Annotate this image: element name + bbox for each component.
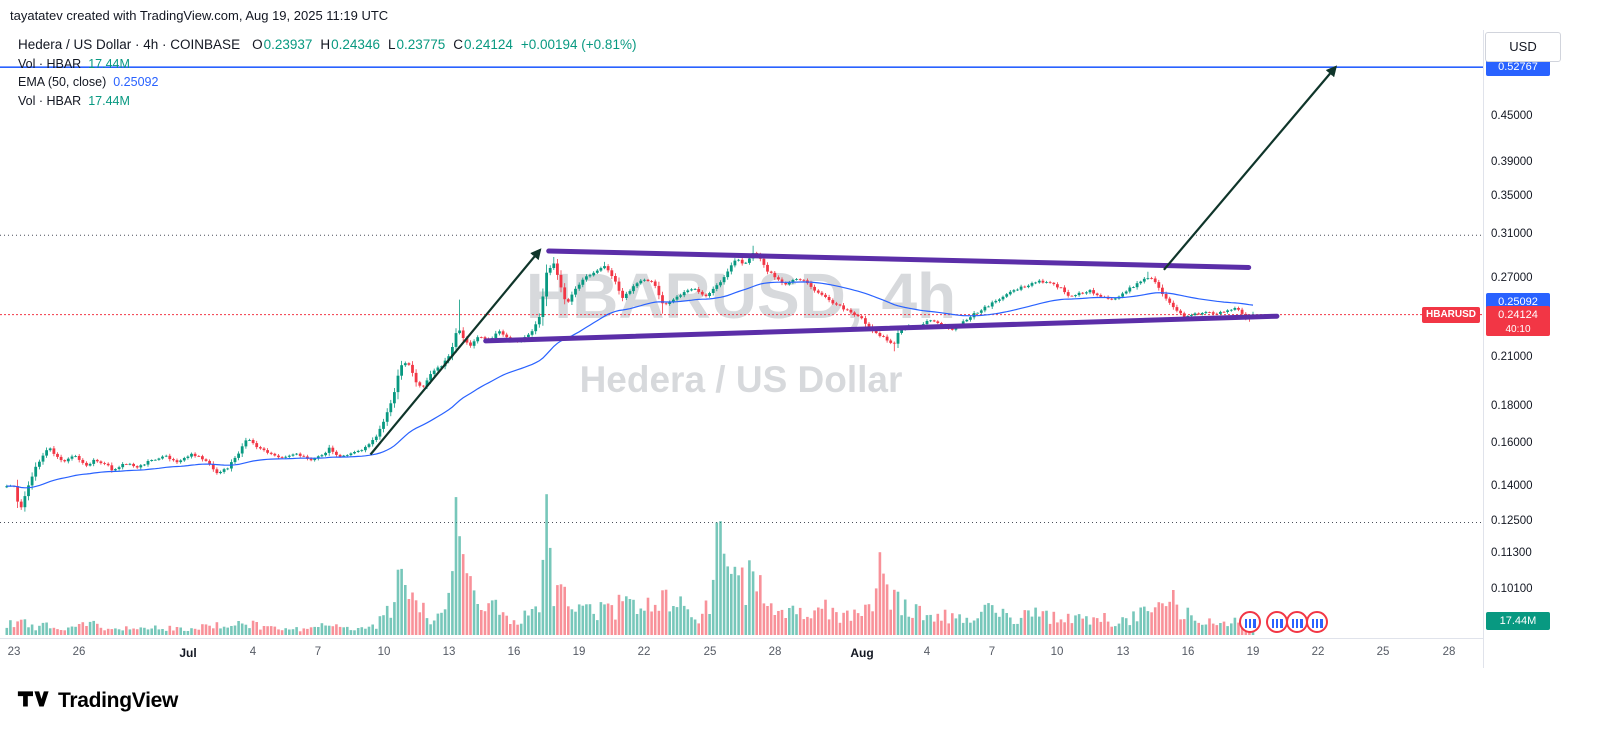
candlestick-chart-canvas[interactable]: HBARUSD, 4h Hedera / US Dollar bbox=[0, 30, 1483, 638]
time-tick-label: 10 bbox=[1050, 646, 1064, 658]
time-tick-label: 26 bbox=[72, 646, 86, 658]
time-tick-label: 10 bbox=[377, 646, 391, 658]
time-tick-label: 19 bbox=[1246, 646, 1260, 658]
price-tick-label: 0.11300 bbox=[1491, 547, 1532, 559]
symbol-price-chip: HBARUSD bbox=[1422, 307, 1480, 323]
symbol-title[interactable]: Hedera / US Dollar · 4h · COINBASE bbox=[18, 37, 241, 52]
price-tick-label: 0.16000 bbox=[1491, 437, 1533, 449]
sticker-icon[interactable] bbox=[1266, 611, 1288, 633]
time-tick-label: 7 bbox=[314, 646, 322, 658]
time-tick-label: 28 bbox=[768, 646, 782, 658]
time-tick-month-label: Jul bbox=[179, 646, 197, 660]
time-tick-label: 4 bbox=[249, 646, 257, 658]
price-tick-label: 0.27000 bbox=[1491, 272, 1533, 284]
indicator-ema-label: EMA (50, close) bbox=[18, 75, 107, 89]
price-tick-label: 0.31000 bbox=[1491, 228, 1533, 240]
time-tick-label: 22 bbox=[1311, 646, 1325, 658]
indicator-ema-row[interactable]: EMA (50, close) 0.25092 bbox=[18, 73, 644, 92]
horizontal-line-price-badge: 0.52767 bbox=[1486, 58, 1550, 76]
tradingview-brand[interactable]: TradingView bbox=[16, 683, 178, 718]
price-tick-label: 0.45000 bbox=[1491, 110, 1533, 122]
time-tick-label: 13 bbox=[1116, 646, 1130, 658]
usd-currency-button[interactable]: USD bbox=[1485, 32, 1561, 62]
time-tick-label: 13 bbox=[442, 646, 456, 658]
indicator-volume-value: 17.44M bbox=[88, 56, 130, 71]
high-value: 0.24346 bbox=[331, 37, 380, 52]
close-value: 0.24124 bbox=[464, 37, 513, 52]
price-axis[interactable]: USD 0.45000 0.39000 0.35000 0.31000 0.27000 0… bbox=[1483, 30, 1600, 668]
footer: TradingView bbox=[0, 668, 1600, 745]
open-label: O bbox=[252, 37, 263, 52]
price-tick-label: 0.10100 bbox=[1491, 583, 1533, 595]
time-tick-label: 16 bbox=[1181, 646, 1195, 658]
price-tick-label: 0.39000 bbox=[1491, 156, 1533, 168]
svg-text:HBARUSD, 4h: HBARUSD, 4h bbox=[526, 260, 956, 332]
low-value: 0.23775 bbox=[396, 37, 446, 52]
time-tick-label: 25 bbox=[1376, 646, 1390, 658]
sticker-icon[interactable] bbox=[1306, 611, 1328, 633]
price-tick-label: 0.18000 bbox=[1491, 400, 1533, 412]
time-tick-label: 22 bbox=[637, 646, 651, 658]
sticker-icon[interactable] bbox=[1239, 611, 1261, 633]
time-axis[interactable]: 23 26 Jul 4 7 10 13 16 19 22 25 28 Aug 4 7 10 13 16 19 22 25… bbox=[0, 638, 1483, 668]
last-price-badge: 0.24124 40:10 bbox=[1486, 306, 1550, 336]
time-tick-label: 28 bbox=[1442, 646, 1456, 658]
sticker-icon[interactable] bbox=[1286, 611, 1308, 633]
svg-text:Hedera / US Dollar: Hedera / US Dollar bbox=[580, 359, 903, 400]
price-tick-label: 0.14000 bbox=[1491, 480, 1533, 492]
tradingview-logo-icon bbox=[16, 683, 50, 718]
time-tick-label: 7 bbox=[988, 646, 996, 658]
indicator-ema-value: 0.25092 bbox=[113, 75, 159, 89]
legend: Hedera / US Dollar · 4h · COINBASE O0.239… bbox=[18, 36, 644, 110]
indicator-volume2-row[interactable]: Vol · HBAR 17.44M bbox=[18, 92, 644, 111]
time-tick-label: 16 bbox=[507, 646, 521, 658]
time-tick-month-label: Aug bbox=[850, 646, 874, 660]
time-tick-label: 4 bbox=[923, 646, 931, 658]
price-tick-label: 0.12500 bbox=[1491, 515, 1533, 527]
indicator-volume2-value: 17.44M bbox=[88, 93, 130, 108]
low-label: L bbox=[387, 37, 396, 52]
tradingview-wordmark: TradingView bbox=[58, 688, 179, 712]
volume-badge: 17.44M bbox=[1486, 612, 1550, 630]
close-label: C bbox=[453, 37, 464, 52]
open-value: 0.23937 bbox=[263, 37, 313, 52]
ohlc-values: O0.23937 H0.24346 L0.23775 C0.24124 +0.00194… bbox=[252, 37, 644, 52]
indicator-volume-row[interactable]: Vol · HBAR 17.44M bbox=[18, 55, 644, 74]
indicator-volume-label: Vol · HBAR bbox=[18, 56, 82, 71]
time-tick-label: 25 bbox=[703, 646, 717, 658]
chart-area: HBARUSD, 4h Hedera / US Dollar Hedera / U… bbox=[0, 30, 1483, 638]
price-tick-label: 0.35000 bbox=[1491, 190, 1533, 202]
high-label: H bbox=[320, 37, 331, 52]
time-tick-label: 23 bbox=[7, 646, 21, 658]
change-value: +0.00194 (+0.81%) bbox=[520, 37, 637, 52]
time-tick-label: 19 bbox=[572, 646, 586, 658]
price-tick-label: 0.21000 bbox=[1491, 351, 1533, 363]
attribution-text: tayatatev created with TradingView.com, … bbox=[10, 8, 389, 23]
indicator-volume2-label: Vol · HBAR bbox=[18, 93, 82, 108]
